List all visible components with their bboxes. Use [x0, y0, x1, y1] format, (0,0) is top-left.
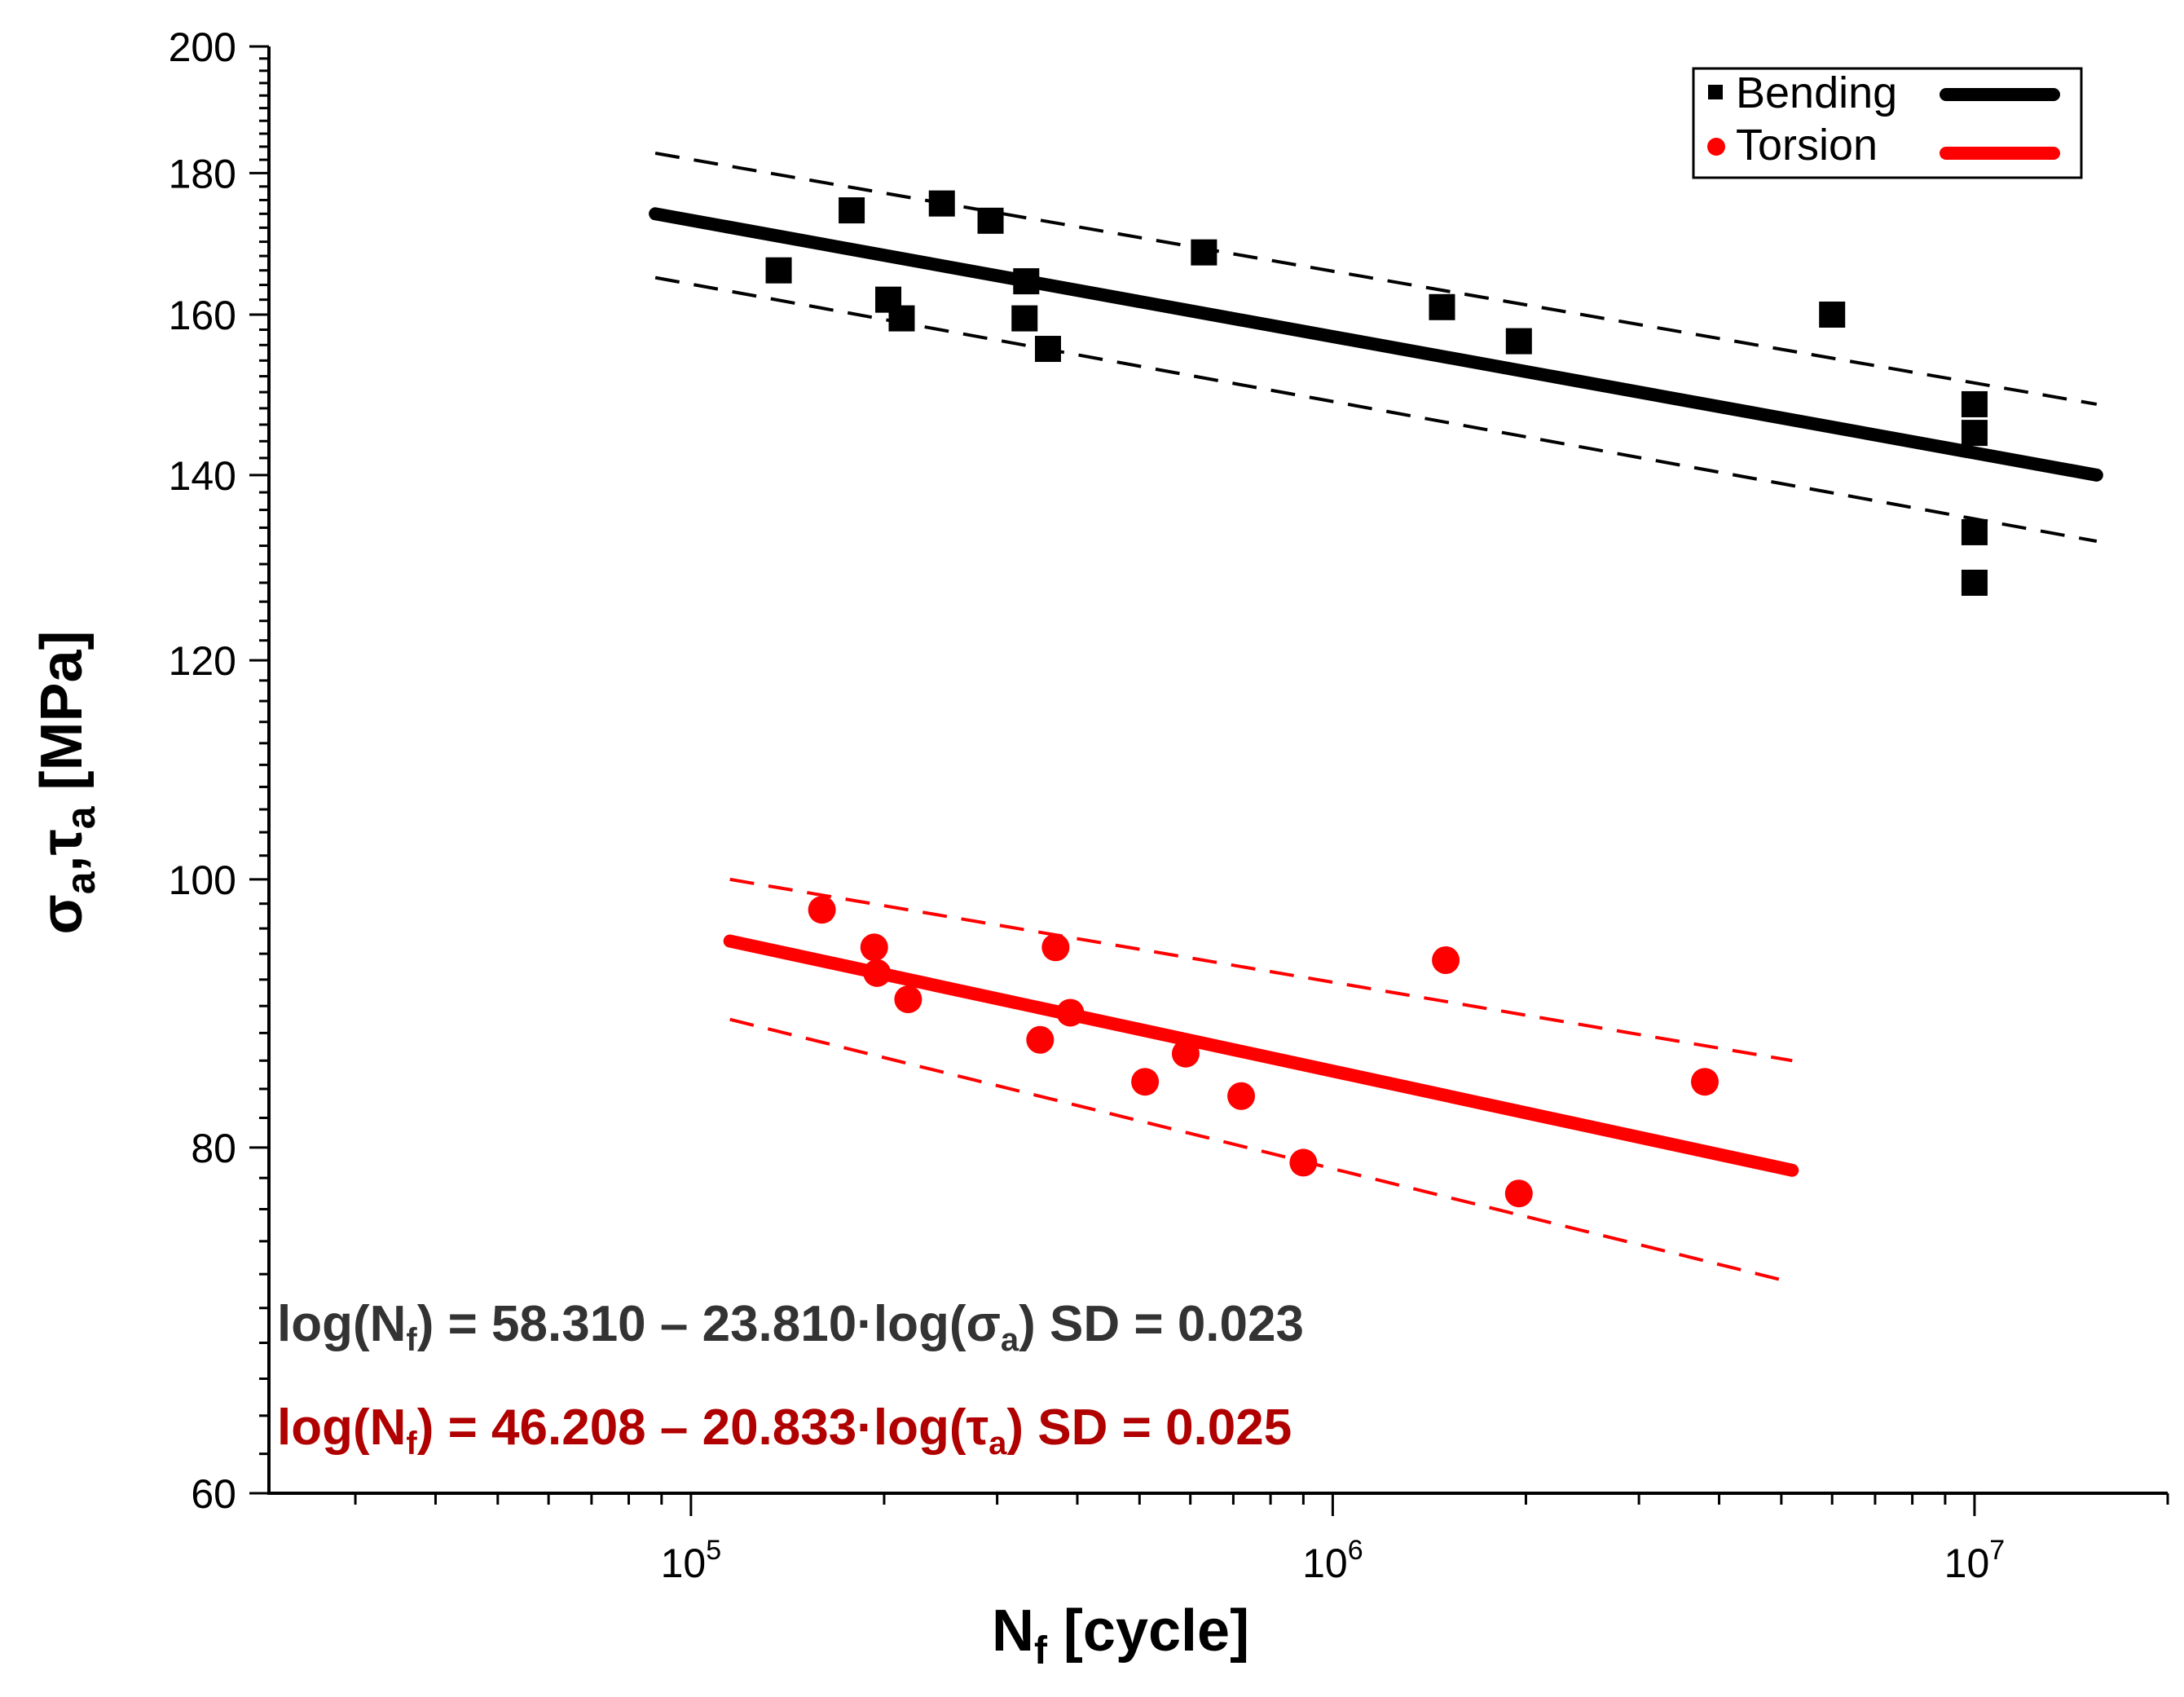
equation-torsion: log(Nf) = 46.208 – 20.833·log(τa) SD = 0…	[277, 1399, 1292, 1461]
y-tick-label: 80	[191, 1126, 236, 1171]
data-point-torsion	[1041, 933, 1070, 962]
x-tick-label: 105	[661, 1535, 722, 1586]
data-point-torsion	[1504, 1179, 1533, 1208]
confidence-band-upper-torsion	[729, 877, 1793, 1063]
data-point-torsion	[808, 896, 836, 924]
data-point-bending	[1961, 518, 1988, 545]
x-minor-ticks	[354, 1493, 2169, 1505]
y-major-ticks: 60 80 100 120 140 160 180 200	[169, 24, 269, 1517]
data-point-bending	[1505, 328, 1532, 355]
legend-marker-bending	[1708, 85, 1723, 99]
data-point-bending	[1429, 293, 1455, 320]
data-points	[765, 190, 1988, 1208]
legend: Bending Torsion	[1692, 67, 2083, 179]
confidence-band-lower-bending	[654, 275, 2098, 543]
data-point-torsion	[1227, 1082, 1256, 1110]
data-point-torsion	[1131, 1068, 1160, 1096]
data-point-bending	[1011, 305, 1038, 332]
y-tick-label: 180	[169, 151, 236, 196]
data-point-torsion	[1289, 1148, 1318, 1177]
data-point-torsion	[860, 933, 888, 962]
legend-label-bending: Bending	[1736, 68, 1897, 117]
y-tick-label: 120	[169, 638, 236, 684]
data-point-bending	[888, 305, 915, 332]
data-point-bending	[1034, 336, 1061, 363]
data-point-bending	[1819, 301, 1846, 328]
legend-marker-torsion	[1707, 138, 1725, 156]
y-axis-title: σa,τa [MPa]	[29, 630, 103, 934]
y-tick-label: 160	[169, 293, 236, 338]
x-major-ticks: 105 106 107	[661, 1493, 2006, 1586]
equation-bending: log(Nf) = 58.310 – 23.810·log(σa) SD = 0…	[277, 1296, 1304, 1358]
data-point-bending	[1961, 569, 1988, 596]
data-point-torsion	[863, 959, 892, 987]
data-point-torsion	[1432, 945, 1460, 974]
x-tick-label: 106	[1302, 1535, 1363, 1586]
data-point-torsion	[1690, 1068, 1719, 1096]
confidence-bands	[654, 151, 2098, 1285]
data-point-bending	[839, 197, 865, 224]
x-axis-title: Nf [cycle]	[992, 1598, 1249, 1673]
legend-label-torsion: Torsion	[1736, 121, 1878, 170]
fit-line-torsion	[723, 934, 1799, 1177]
data-point-bending	[1961, 420, 1988, 447]
data-point-bending	[1961, 390, 1988, 417]
data-point-bending	[765, 257, 792, 284]
y-tick-label: 60	[191, 1471, 236, 1517]
data-point-bending	[977, 207, 1004, 234]
fit-line-bending	[649, 207, 2103, 482]
data-point-torsion	[1056, 998, 1085, 1027]
data-point-torsion	[1026, 1025, 1055, 1054]
confidence-band-lower-torsion	[729, 1017, 1793, 1285]
data-point-bending	[928, 190, 955, 217]
fit-lines	[649, 207, 2103, 1177]
y-minor-ticks	[259, 57, 269, 1456]
data-point-torsion	[1171, 1039, 1200, 1068]
y-tick-label: 140	[169, 453, 236, 499]
data-point-bending	[1013, 268, 1040, 295]
data-point-torsion	[894, 985, 922, 1014]
x-tick-label: 107	[1944, 1535, 2006, 1586]
confidence-band-upper-bending	[654, 151, 2098, 406]
y-tick-label: 100	[169, 857, 236, 903]
data-point-bending	[1191, 239, 1217, 266]
y-tick-label: 200	[169, 24, 236, 70]
